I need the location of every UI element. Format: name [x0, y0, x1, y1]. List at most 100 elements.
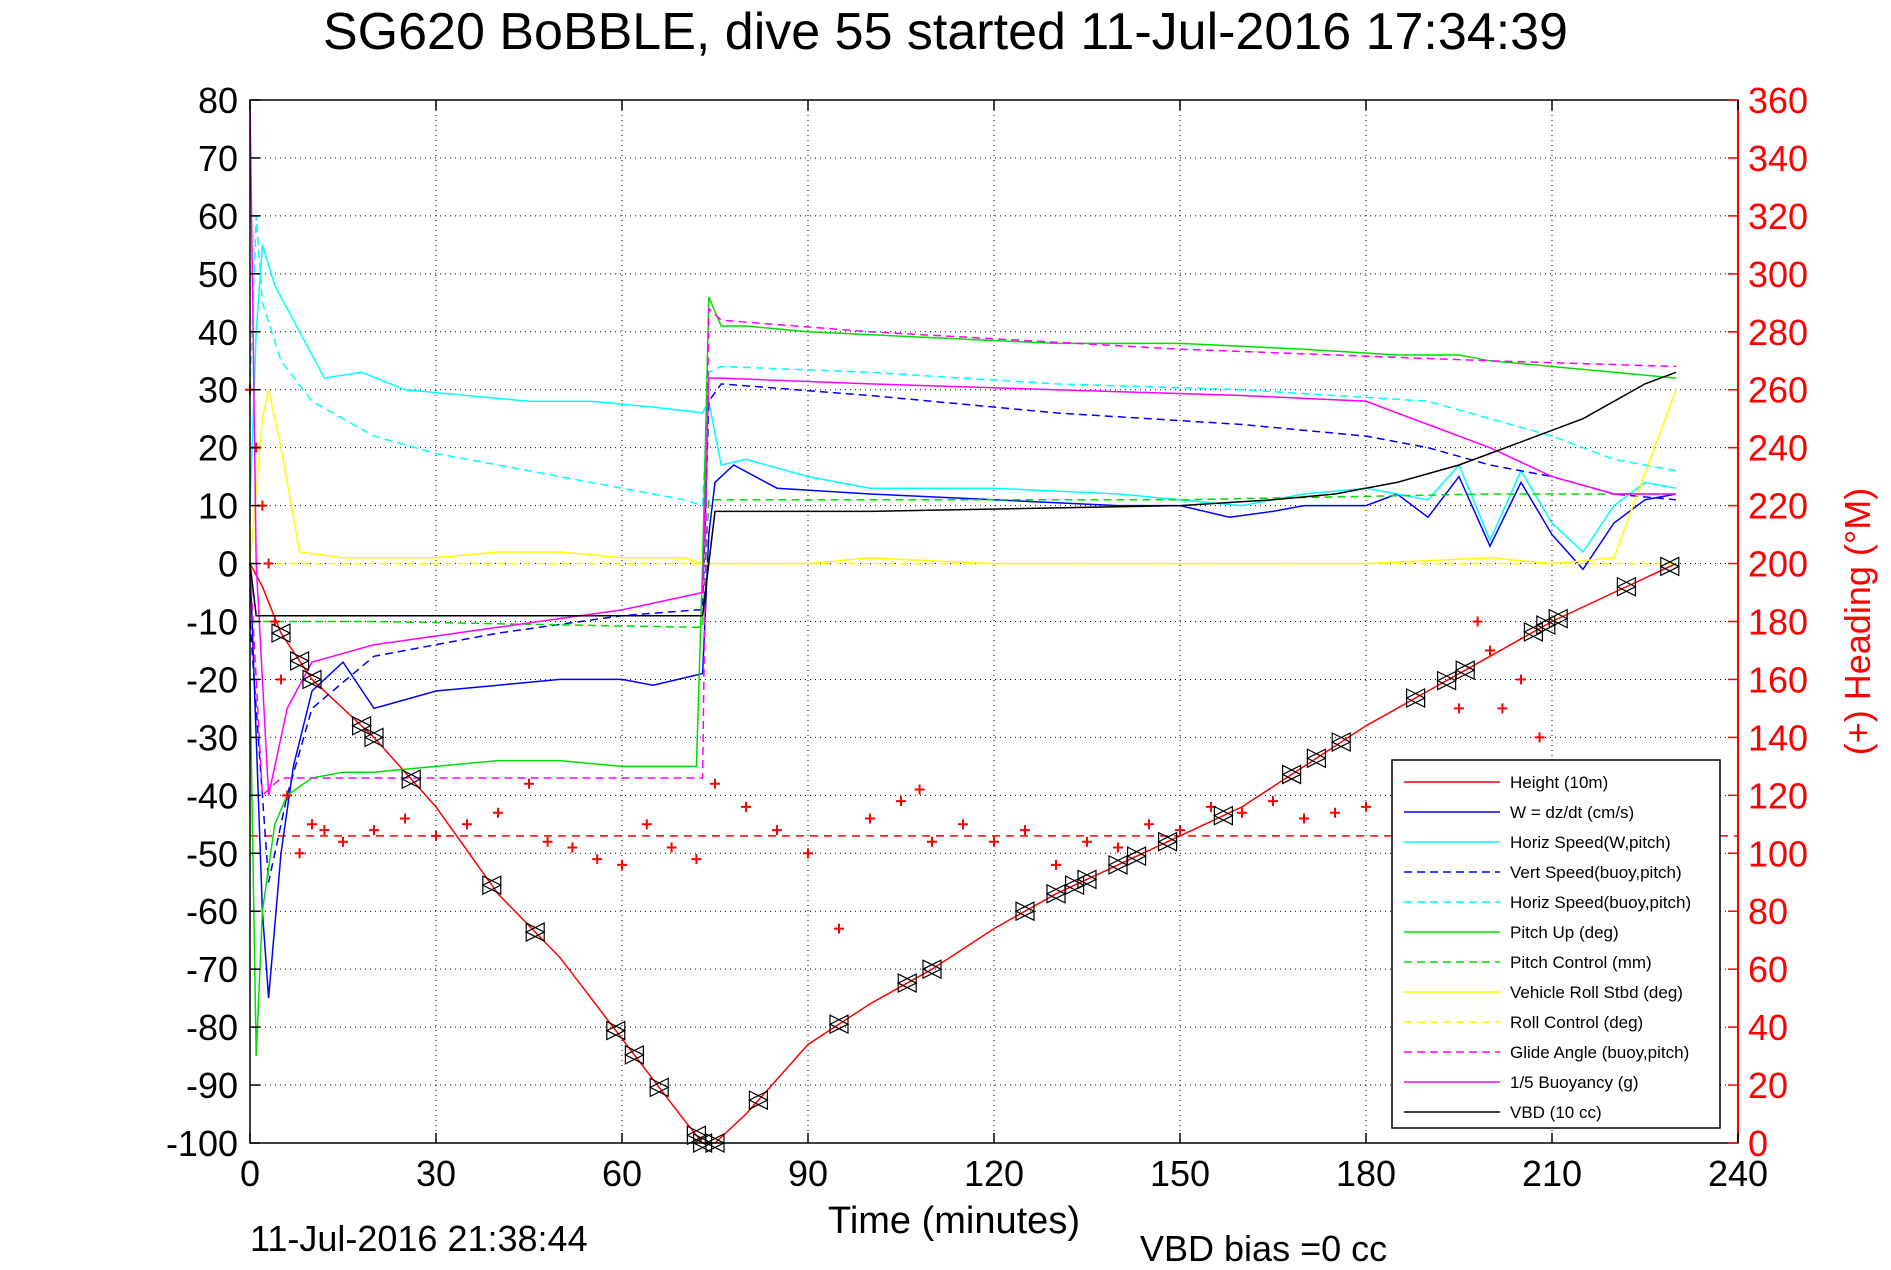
series-line-9	[249, 306, 1677, 797]
y-tick-label: -70	[186, 949, 238, 990]
height-marker	[896, 973, 918, 994]
y-tick-label: -30	[186, 717, 238, 758]
y-tick-label: 20	[198, 428, 238, 469]
y-right-tick-label: 360	[1748, 80, 1808, 121]
heading-point	[369, 825, 379, 836]
x-axis-label: Time (minutes)	[828, 1200, 1080, 1242]
height-marker	[363, 727, 385, 748]
y-right-tick-label: 40	[1748, 1007, 1788, 1048]
heading-point	[542, 836, 553, 847]
heading-point	[524, 778, 534, 789]
y-tick-label: 30	[198, 370, 238, 411]
series-line-1	[249, 464, 1677, 999]
height-marker	[270, 623, 292, 644]
height-marker	[481, 875, 503, 896]
y-right-tick-label: 0	[1748, 1123, 1768, 1164]
height-marker	[1547, 608, 1569, 629]
heading-point	[666, 842, 677, 853]
height-marker	[1126, 846, 1147, 867]
heading-point	[1361, 801, 1371, 812]
y-right-tick-label: 20	[1748, 1065, 1788, 1106]
heading-point	[1330, 807, 1340, 818]
series-line-3	[249, 383, 1677, 883]
height-marker	[748, 1090, 769, 1111]
y-tick-label: 10	[198, 486, 238, 527]
height-marker	[1659, 556, 1681, 577]
axes: 0 30 60 90 120 150 180 210 24080706050403020100-…	[166, 80, 1878, 1242]
height-marker	[1405, 688, 1426, 708]
heading-point	[927, 836, 937, 847]
height-marker	[524, 922, 546, 943]
x-tick-label: 60	[602, 1153, 642, 1194]
y-right-tick-label: 260	[1748, 370, 1808, 411]
y-tick-label: 40	[198, 312, 238, 353]
legend: Height (10m) W = dz/dt (cm/s) Horiz Speed(…	[1391, 759, 1721, 1129]
y-right-tick-label: 200	[1748, 544, 1808, 585]
legend-item: Horiz Speed(buoy,pitch)	[1510, 893, 1691, 912]
heading-point	[276, 674, 286, 685]
heading-point	[1082, 836, 1092, 847]
height-marker	[1281, 764, 1302, 785]
heading-point	[294, 848, 305, 859]
heading-point	[710, 778, 720, 789]
legend-item: Pitch Control (mm)	[1510, 953, 1652, 972]
height-marker	[1523, 621, 1544, 642]
heading-point	[896, 796, 906, 807]
y-right-tick-label: 80	[1748, 891, 1788, 932]
height-marker	[1076, 869, 1098, 890]
height-marker	[351, 715, 372, 736]
y-tick-label: 60	[198, 196, 238, 237]
heading-point	[834, 923, 844, 934]
heading-point	[263, 558, 274, 569]
heading-point	[1497, 703, 1508, 714]
height-marker	[648, 1077, 670, 1098]
x-tick-label: 240	[1708, 1153, 1768, 1194]
height-marker	[1014, 901, 1036, 922]
y-right-tick-label: 120	[1748, 775, 1808, 816]
y-tick-label: -90	[186, 1065, 238, 1106]
series-line-7	[249, 389, 1677, 565]
y-tick-label: 0	[218, 544, 238, 585]
heading-point	[338, 836, 348, 847]
y-tick-label: -40	[186, 775, 238, 816]
x-tick-label: 150	[1150, 1153, 1210, 1194]
right-axis-label: (+) Heading (°M)	[1837, 488, 1878, 755]
heading-point	[1268, 796, 1278, 807]
heading-point	[1237, 807, 1247, 818]
heading-point	[307, 819, 317, 830]
x-tick-label: 210	[1522, 1153, 1582, 1194]
y-right-tick-label: 340	[1748, 138, 1808, 179]
x-tick-label: 0	[240, 1153, 260, 1194]
height-marker	[1436, 670, 1457, 691]
height-marker	[1306, 748, 1327, 769]
legend-item: VBD (10 cc)	[1510, 1103, 1602, 1122]
y-right-tick-label: 280	[1748, 312, 1808, 353]
legend-item: Height (10m)	[1510, 773, 1608, 792]
y-tick-label: -60	[186, 891, 238, 932]
y-right-tick-label: 220	[1748, 486, 1808, 527]
heading-point	[1175, 825, 1185, 836]
height-marker	[1213, 805, 1234, 826]
heading-point	[493, 807, 503, 818]
legend-item: Vert Speed(buoy,pitch)	[1510, 863, 1682, 882]
legend-item: W = dz/dt (cm/s)	[1510, 803, 1634, 822]
x-tick-label: 120	[964, 1153, 1024, 1194]
y-tick-label: 50	[198, 254, 238, 295]
legend-item: 1/5 Buoyancy (g)	[1510, 1073, 1639, 1092]
legend-item: Roll Control (deg)	[1510, 1013, 1643, 1032]
y-right-tick-label: 300	[1748, 254, 1808, 295]
legend-box	[1391, 759, 1721, 1129]
y-right-tick-label: 60	[1748, 949, 1788, 990]
heading-point	[1113, 842, 1123, 853]
height-marker	[1157, 831, 1178, 852]
series-heading-markers	[245, 384, 1570, 934]
legend-item: Glide Angle (buoy,pitch)	[1510, 1043, 1689, 1062]
y-right-tick-label: 140	[1748, 717, 1808, 758]
y-right-tick-label: 320	[1748, 196, 1808, 237]
heading-point	[914, 784, 925, 795]
heading-point	[691, 854, 702, 865]
heading-point	[462, 819, 472, 830]
height-marker	[921, 959, 943, 980]
heading-point	[772, 825, 782, 836]
